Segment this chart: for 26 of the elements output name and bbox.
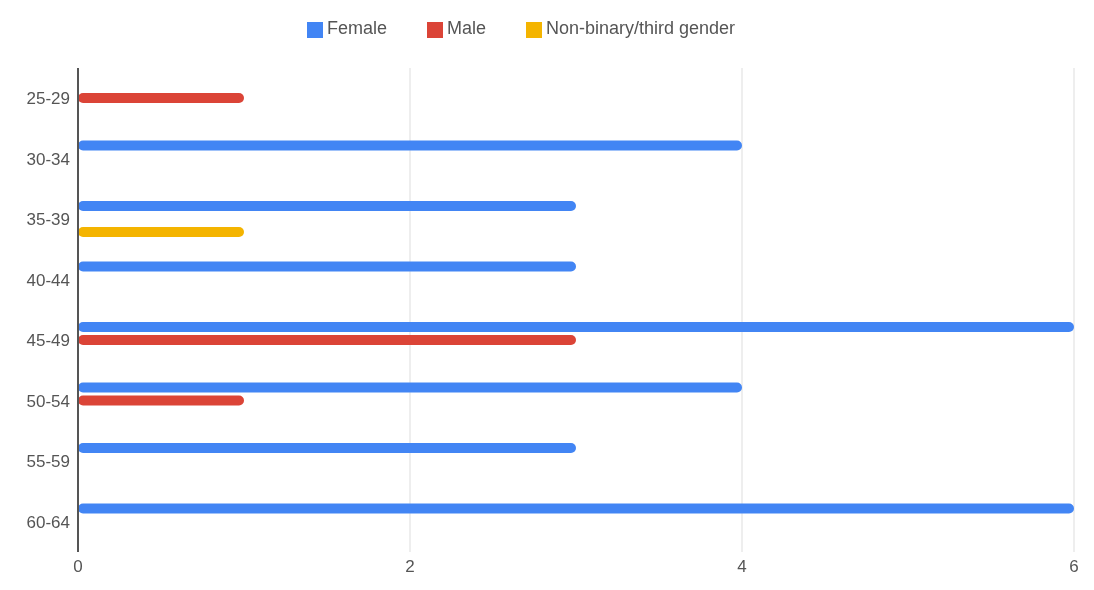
y-tick-label: 35-39	[26, 210, 70, 230]
x-tick-label: 4	[737, 557, 747, 577]
bar	[78, 261, 576, 272]
legend-label: Female	[326, 18, 387, 38]
legend-label: Non-binary/third gender	[545, 18, 736, 38]
bar	[78, 227, 244, 237]
y-tick-label: 25-29	[26, 89, 70, 109]
y-tick-label: 55-59	[26, 452, 70, 472]
x-tick-label: 6	[1069, 557, 1079, 577]
y-tick-label: 45-49	[26, 331, 70, 351]
bar	[78, 382, 742, 393]
x-tick-label: 2	[405, 557, 415, 577]
legend-label: Male	[446, 18, 486, 38]
y-tick-label: 60-64	[26, 512, 70, 532]
bar	[78, 93, 244, 103]
y-tick-label: 30-34	[26, 149, 70, 169]
y-tick-label: 50-54	[26, 391, 70, 411]
bar	[78, 201, 576, 211]
bar	[78, 443, 576, 453]
bar	[78, 503, 1074, 514]
bar	[78, 140, 742, 151]
y-tick-label: 40-44	[26, 270, 70, 290]
bar	[78, 395, 244, 406]
bar	[78, 322, 1074, 332]
x-tick-label: 0	[73, 557, 83, 577]
bar	[78, 335, 576, 345]
